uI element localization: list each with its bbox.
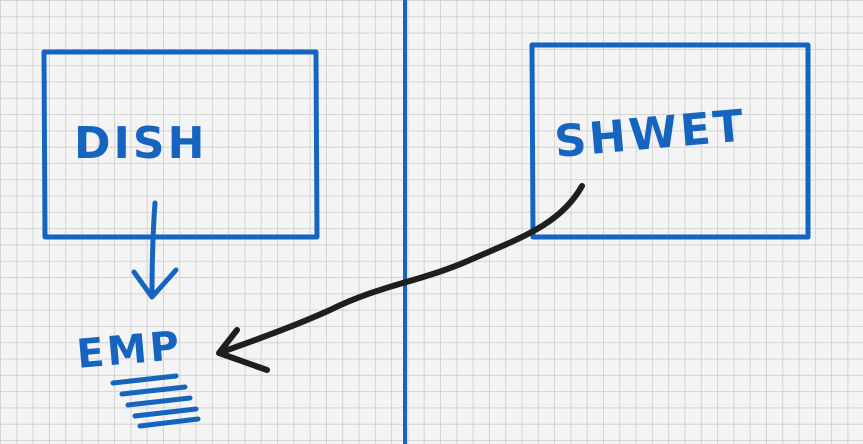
box-shwet[interactable] xyxy=(529,42,811,240)
arrow-shwet-to-emp xyxy=(219,183,585,355)
arrow-shwet-to-emp-head xyxy=(216,327,270,373)
arrow-dish-to-emp-head xyxy=(131,267,179,300)
box-dish-label: DISH xyxy=(74,118,207,169)
emp-underline-strokes xyxy=(110,373,201,429)
box-dish[interactable] xyxy=(41,49,320,240)
vertical-divider xyxy=(402,0,408,444)
arrow-dish-to-emp xyxy=(149,200,158,299)
box-shwet-label: SHWET xyxy=(553,100,749,168)
emp-label: EMP xyxy=(75,323,184,378)
